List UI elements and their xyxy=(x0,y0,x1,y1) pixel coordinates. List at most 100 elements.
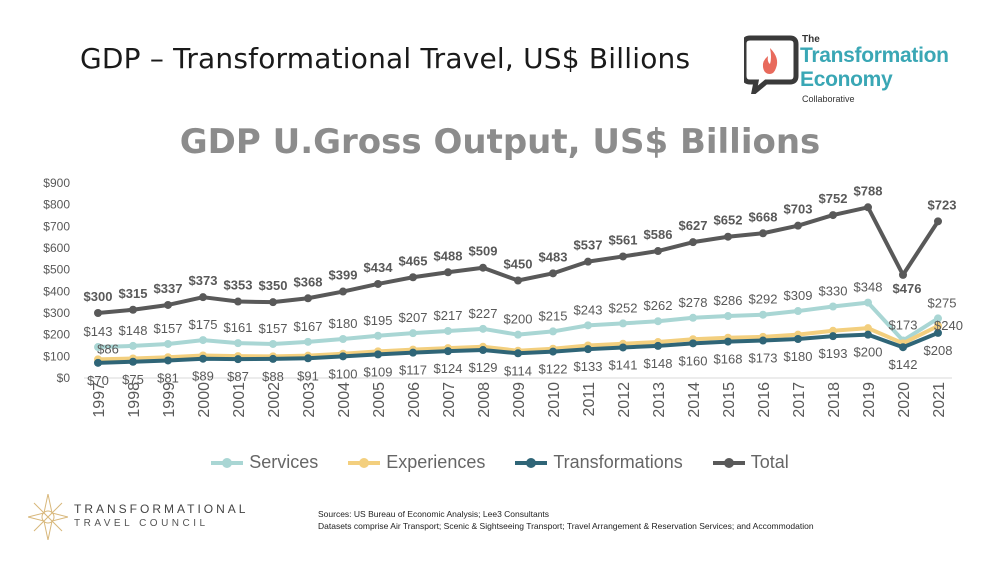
point-transformations xyxy=(374,350,382,359)
y-tick-label: $800 xyxy=(43,198,70,212)
data-label-transformations: $180 xyxy=(784,349,813,364)
data-label-total: $483 xyxy=(539,249,568,264)
data-label-transformations: $100 xyxy=(329,366,358,381)
ttc-logo-line2: TRAVEL COUNCIL xyxy=(74,518,209,529)
data-label-services: $148 xyxy=(119,323,148,338)
data-label-transformations: $200 xyxy=(854,345,883,360)
data-label-services: $207 xyxy=(399,310,428,325)
x-tick-label: 2002 xyxy=(266,382,283,418)
point-total xyxy=(444,268,452,277)
point-transformations xyxy=(234,355,242,364)
x-tick-label: 2010 xyxy=(546,382,563,418)
point-transformations xyxy=(304,354,312,363)
point-services xyxy=(339,335,347,343)
datasets-line: Datasets comprise Air Transport; Scenic … xyxy=(318,521,814,531)
data-label-total: $434 xyxy=(364,260,394,275)
point-total xyxy=(479,263,487,272)
data-label-transformations: $160 xyxy=(679,353,708,368)
point-total xyxy=(234,297,242,306)
data-label-total: $788 xyxy=(854,183,883,198)
data-label-total: $723 xyxy=(928,197,957,212)
point-total xyxy=(899,270,907,279)
data-label-transformations: $124 xyxy=(434,361,463,376)
x-tick-label: 2017 xyxy=(791,382,808,418)
point-services xyxy=(829,302,837,311)
point-total xyxy=(794,221,802,230)
data-label-services: $348 xyxy=(854,280,883,295)
data-label-transformations: $208 xyxy=(924,343,953,358)
point-transformations xyxy=(129,357,137,366)
point-services xyxy=(269,339,277,348)
data-label-transformations: $75 xyxy=(122,372,144,387)
x-tick-label: 2015 xyxy=(721,382,738,418)
data-label-experiences: $240 xyxy=(934,318,963,333)
data-label-services: $157 xyxy=(154,321,183,336)
data-label-services: $161 xyxy=(224,320,253,335)
data-label-transformations: $193 xyxy=(819,346,848,361)
data-label-services: $217 xyxy=(434,308,463,323)
data-label-total: $373 xyxy=(189,273,218,288)
data-label-services: $167 xyxy=(294,319,323,334)
data-label-transformations: $142 xyxy=(889,357,918,372)
x-tick-label: 2009 xyxy=(511,382,528,418)
data-label-services: $292 xyxy=(749,292,778,307)
legend-swatch-transformations xyxy=(515,457,548,468)
data-label-transformations: $109 xyxy=(364,364,393,379)
data-label-transformations: $133 xyxy=(574,359,603,374)
point-transformations xyxy=(269,354,277,363)
point-transformations xyxy=(864,330,872,339)
point-transformations xyxy=(899,343,907,352)
point-transformations xyxy=(794,335,802,343)
point-services xyxy=(864,298,872,307)
point-total xyxy=(164,300,172,309)
y-tick-label: $200 xyxy=(43,328,70,342)
data-label-services: $252 xyxy=(609,300,638,315)
point-services xyxy=(444,326,452,335)
y-tick-label: $400 xyxy=(43,284,70,298)
point-transformations xyxy=(724,337,732,346)
point-total xyxy=(94,309,102,317)
data-label-services: $173 xyxy=(889,318,918,333)
data-label-total: $476 xyxy=(893,281,922,296)
point-transformations xyxy=(514,349,522,358)
logo-text-the: The xyxy=(802,34,820,45)
x-tick-label: 1999 xyxy=(161,382,178,418)
point-total xyxy=(514,276,522,285)
x-tick-label: 2016 xyxy=(756,382,773,418)
data-label-total: $586 xyxy=(644,227,673,242)
y-tick-label: $300 xyxy=(43,306,70,320)
point-transformations xyxy=(199,354,207,363)
x-tick-label: 2020 xyxy=(896,382,913,418)
data-label-total: $368 xyxy=(294,274,323,289)
point-transformations xyxy=(479,346,487,355)
point-services xyxy=(934,314,942,323)
point-total xyxy=(584,257,592,266)
data-label-services: $180 xyxy=(329,316,358,331)
y-tick-label: $900 xyxy=(43,176,70,190)
point-total xyxy=(724,232,732,241)
legend-label-total: Total xyxy=(750,452,789,472)
slide-title: GDP – Transformational Travel, US$ Billi… xyxy=(80,42,691,75)
x-tick-label: 2003 xyxy=(301,382,318,418)
point-total xyxy=(409,273,417,282)
data-label-services: $157 xyxy=(259,321,288,336)
point-transformations xyxy=(409,348,417,357)
point-transformations xyxy=(759,336,767,345)
point-total xyxy=(829,211,837,220)
data-label-transformations: $91 xyxy=(297,368,319,383)
x-tick-label: 2004 xyxy=(336,382,353,418)
logo-text-transformation: Transformation xyxy=(800,44,949,67)
data-label-transformations: $173 xyxy=(749,351,778,366)
x-tick-label: 2014 xyxy=(686,382,703,418)
x-tick-label: 2008 xyxy=(476,382,493,418)
legend-label-services: Services xyxy=(249,452,319,472)
point-total xyxy=(269,298,277,307)
x-tick-label: 2007 xyxy=(441,382,458,418)
data-label-experiences: $86 xyxy=(97,341,119,356)
data-label-transformations: $70 xyxy=(87,373,109,388)
data-label-services: $143 xyxy=(84,324,113,339)
legend-item-services: Services xyxy=(211,452,318,473)
data-label-services: $262 xyxy=(644,298,673,313)
x-tick-label: 2005 xyxy=(371,382,388,418)
point-total xyxy=(549,269,557,278)
